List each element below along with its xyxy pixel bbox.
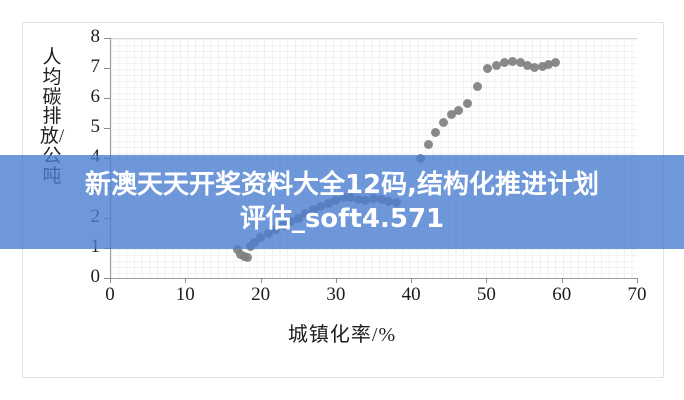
- data-point-marker: [483, 64, 493, 74]
- x-tick-mark: [260, 278, 262, 283]
- data-point-marker: [544, 59, 554, 69]
- data-point-marker: [491, 61, 501, 71]
- y-tick-label: 8: [90, 26, 101, 47]
- x-tick-mark: [110, 278, 111, 283]
- data-point-marker: [423, 140, 433, 149]
- data-point-marker: [537, 61, 547, 71]
- x-tick-label: 10: [175, 284, 195, 305]
- data-point-marker: [515, 58, 525, 68]
- x-tick-label: 60: [552, 284, 572, 305]
- data-point-marker: [439, 118, 449, 128]
- y-tick-mark: [104, 38, 110, 39]
- y-tick-mark: [104, 128, 110, 129]
- data-point-marker: [507, 56, 517, 66]
- y-tick-mark: [104, 98, 110, 99]
- y-tick-label: 6: [90, 86, 101, 107]
- y-tick-label: 7: [90, 56, 101, 77]
- x-tick-mark: [486, 278, 488, 283]
- y-tick-label: 5: [90, 116, 101, 137]
- x-tick-label: 50: [476, 284, 496, 305]
- y-tick-label: 0: [90, 266, 101, 287]
- x-tick-label: 20: [251, 284, 271, 305]
- y-tick-mark: [104, 68, 110, 69]
- watermark-line-2: 评估_soft4.571: [239, 204, 445, 234]
- y-tick-mark: [104, 278, 110, 279]
- x-tick-label: 30: [326, 284, 346, 305]
- x-tick-label: 40: [401, 284, 421, 305]
- data-point-marker: [530, 62, 540, 72]
- data-point-marker: [446, 110, 456, 119]
- x-tick-label: 70: [627, 284, 647, 305]
- data-point-marker: [242, 252, 252, 262]
- x-tick-mark: [335, 278, 337, 283]
- data-point-marker: [454, 106, 464, 116]
- data-point-marker: [499, 58, 509, 68]
- watermark-line-1: 新澳天天开奖资料大全12码,结构化推进计划: [84, 169, 600, 200]
- x-axis-line: [110, 278, 638, 279]
- x-tick-mark: [561, 278, 563, 283]
- x-tick-mark: [411, 278, 413, 283]
- x-tick-label: 0: [105, 284, 115, 305]
- data-point-marker: [523, 61, 533, 71]
- x-axis-title: 城镇化率/%: [287, 324, 397, 346]
- data-point-marker: [463, 98, 473, 108]
- data-point-marker: [472, 82, 482, 92]
- x-tick-mark: [185, 278, 187, 283]
- watermark-banner: 新澳天天开奖资料大全12码,结构化推进计划 评估_soft4.571: [0, 155, 684, 249]
- x-tick-mark: [637, 278, 638, 283]
- data-point-marker: [551, 57, 561, 67]
- data-point-marker: [431, 128, 441, 137]
